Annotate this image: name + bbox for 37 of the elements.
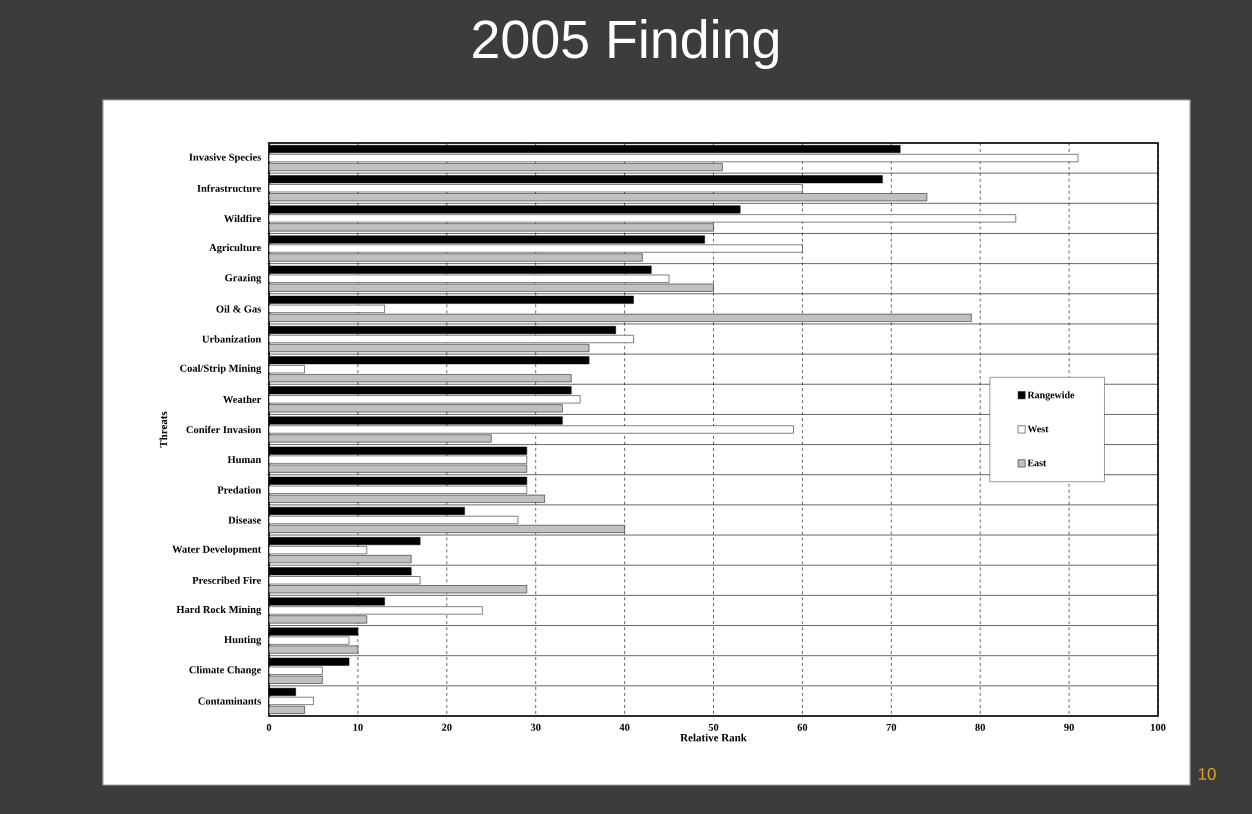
x-tick-label: 90 [1064,723,1074,731]
y-tick-label: Agriculture [209,243,261,254]
x-tick-label: 50 [708,723,719,731]
x-tick-label: 100 [1151,723,1166,731]
y-tick-label: Coal/Strip Mining [180,364,262,374]
x-axis-title: Relative Rank [680,733,747,742]
y-tick-label: Disease [228,516,261,524]
y-axis-title: Threats [159,411,168,448]
y-tick-label: Water Development [172,545,262,555]
y-tick-label: Hunting [224,635,262,646]
y-tick-label: Conifer Invasion [186,425,262,434]
y-tick-label: Weather [223,395,262,404]
x-tick-label: 30 [530,723,541,731]
legend-label: Rangewide [1027,391,1075,401]
y-tick-label: Oil & Gas [216,305,261,313]
y-tick-label: Invasive Species [189,153,261,163]
y-tick-label: Human [227,456,262,464]
x-tick-label: 0 [266,723,272,731]
y-tick-label: Urbanization [202,335,262,343]
x-tick-label: 70 [886,723,897,731]
y-tick-label: Predation [217,486,262,494]
y-tick-label: Hard Rock Mining [176,605,262,616]
x-tick-label: 60 [797,723,808,731]
y-tick-label: Infrastructure [197,184,261,192]
y-tick-label: Climate Change [189,665,261,676]
x-tick-label: 10 [353,723,363,731]
y-tick-label: Grazing [225,273,262,284]
chart-title: 2005 Finding [473,18,778,70]
y-tick-label: Contaminants [198,697,261,705]
y-tick-label: Prescribed Fire [192,576,261,584]
legend-label: East [1027,459,1047,467]
text: 10 [1198,767,1216,780]
y-tick-label: Wildfire [223,214,261,223]
x-tick-label: 20 [442,723,452,731]
x-tick-label: 80 [975,723,986,731]
legend-label: West [1027,425,1049,433]
x-tick-label: 40 [619,723,630,731]
